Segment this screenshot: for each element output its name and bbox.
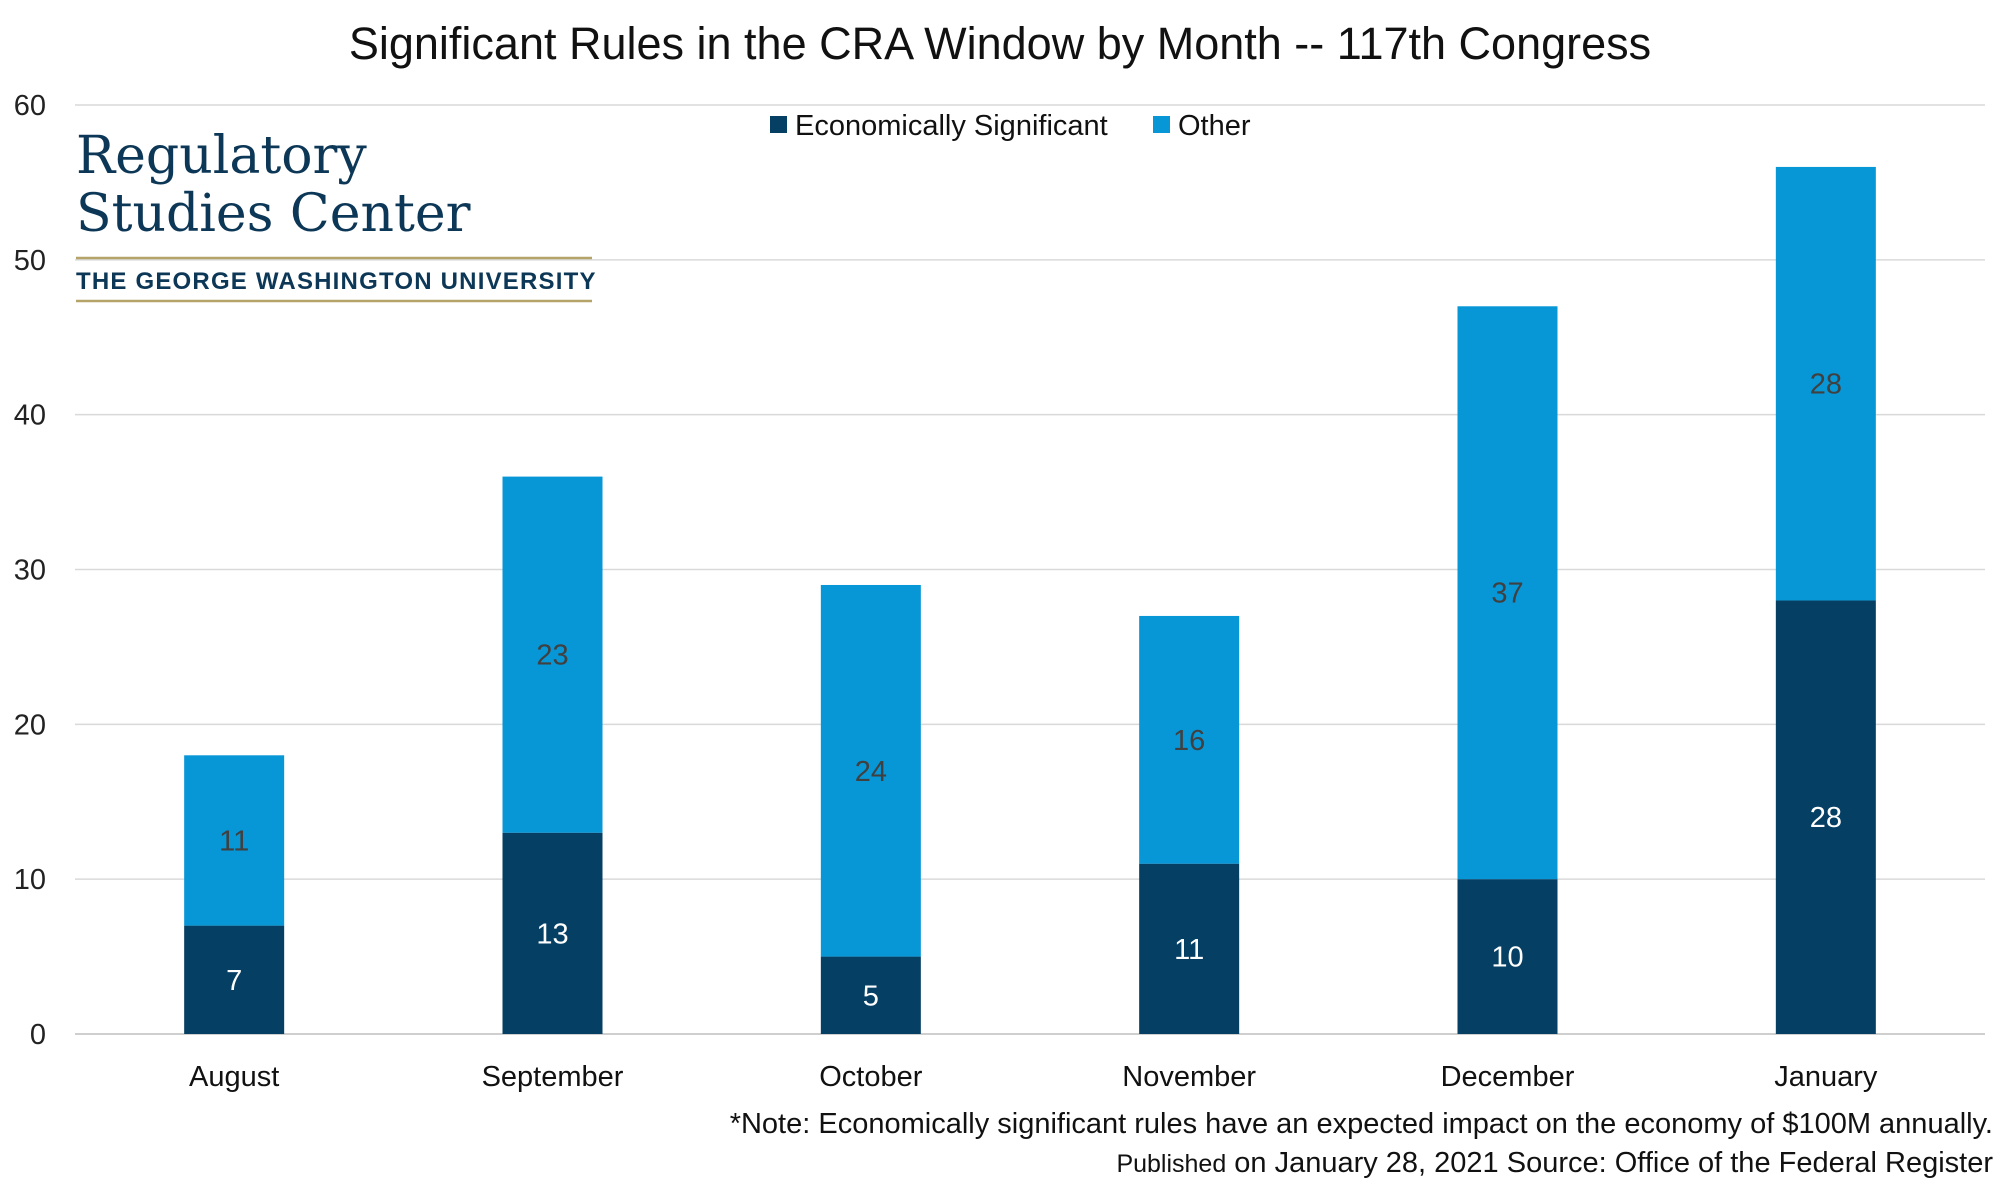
- x-category-label: October: [819, 1061, 922, 1093]
- data-label-other: 11: [219, 825, 249, 857]
- data-label-economically-significant: 5: [863, 980, 879, 1012]
- legend-label-other: Other: [1178, 110, 1251, 142]
- y-tick-label: 20: [14, 709, 46, 741]
- legend-swatch-other: [1153, 116, 1170, 133]
- data-label-other: 37: [1491, 578, 1523, 610]
- data-label-economically-significant: 28: [1810, 802, 1842, 834]
- data-label-other: 23: [536, 640, 568, 672]
- bar-economically-significant: [502, 832, 603, 1034]
- legend-label-economically-significant: Economically Significant: [795, 110, 1108, 142]
- bar-other: [1457, 306, 1558, 880]
- x-category-label: September: [482, 1061, 624, 1093]
- data-label-economically-significant: 11: [1174, 934, 1204, 966]
- bar-economically-significant: [820, 956, 921, 1034]
- y-tick-label: 40: [14, 400, 46, 432]
- data-labels: 7 11 13 23 5 24 11 16 10 37 28 28: [219, 369, 1842, 1013]
- bar-other: [820, 584, 921, 957]
- chart-title: Significant Rules in the CRA Window by M…: [349, 18, 1651, 69]
- y-axis-ticks: 0 10 20 30 40 50 60: [14, 90, 46, 1051]
- gridlines: [75, 104, 1985, 1035]
- data-label-economically-significant: 13: [536, 918, 568, 950]
- bar-economically-significant: [1775, 600, 1876, 1034]
- bar-other: [184, 755, 285, 926]
- bar-other: [502, 476, 603, 833]
- x-category-label: November: [1122, 1061, 1256, 1093]
- x-axis-categories: August September October November December Ja…: [189, 1061, 1878, 1093]
- bar-other: [1775, 166, 1876, 601]
- data-label-other: 16: [1173, 725, 1205, 757]
- data-label-other: 24: [855, 756, 887, 788]
- logo-line-studies-center: Studies Center: [76, 184, 471, 244]
- bar-other: [1139, 615, 1240, 864]
- x-category-label: December: [1441, 1061, 1575, 1093]
- legend: Economically Significant Other: [770, 110, 1251, 142]
- y-tick-label: 0: [30, 1019, 46, 1051]
- y-tick-label: 60: [14, 90, 46, 122]
- data-label-economically-significant: 10: [1491, 942, 1523, 974]
- bar-economically-significant: [184, 925, 285, 1034]
- y-tick-label: 10: [14, 864, 46, 896]
- published-label: Published: [1116, 1150, 1226, 1178]
- y-tick-label: 50: [14, 245, 46, 277]
- bars: [184, 166, 1876, 1034]
- bar-economically-significant: [1457, 879, 1558, 1034]
- x-category-label: August: [189, 1061, 279, 1093]
- data-label-other: 28: [1810, 369, 1842, 401]
- data-label-economically-significant: 7: [226, 965, 242, 997]
- y-tick-label: 30: [14, 555, 46, 587]
- x-category-label: January: [1774, 1061, 1878, 1093]
- published-source-line: Published on January 28, 2021 Source: Off…: [1116, 1147, 1993, 1179]
- regulatory-studies-center-logo: Regulatory Studies Center THE GEORGE WAS…: [76, 126, 597, 303]
- bar-economically-significant: [1139, 863, 1240, 1034]
- logo-line-regulatory: Regulatory: [76, 126, 367, 186]
- published-date-source: on January 28, 2021 Source: Office of th…: [1234, 1147, 1993, 1179]
- footnote: *Note: Economically significant rules ha…: [730, 1108, 1993, 1140]
- logo-line-university: THE GEORGE WASHINGTON UNIVERSITY: [76, 268, 597, 295]
- legend-swatch-economically-significant: [770, 116, 787, 133]
